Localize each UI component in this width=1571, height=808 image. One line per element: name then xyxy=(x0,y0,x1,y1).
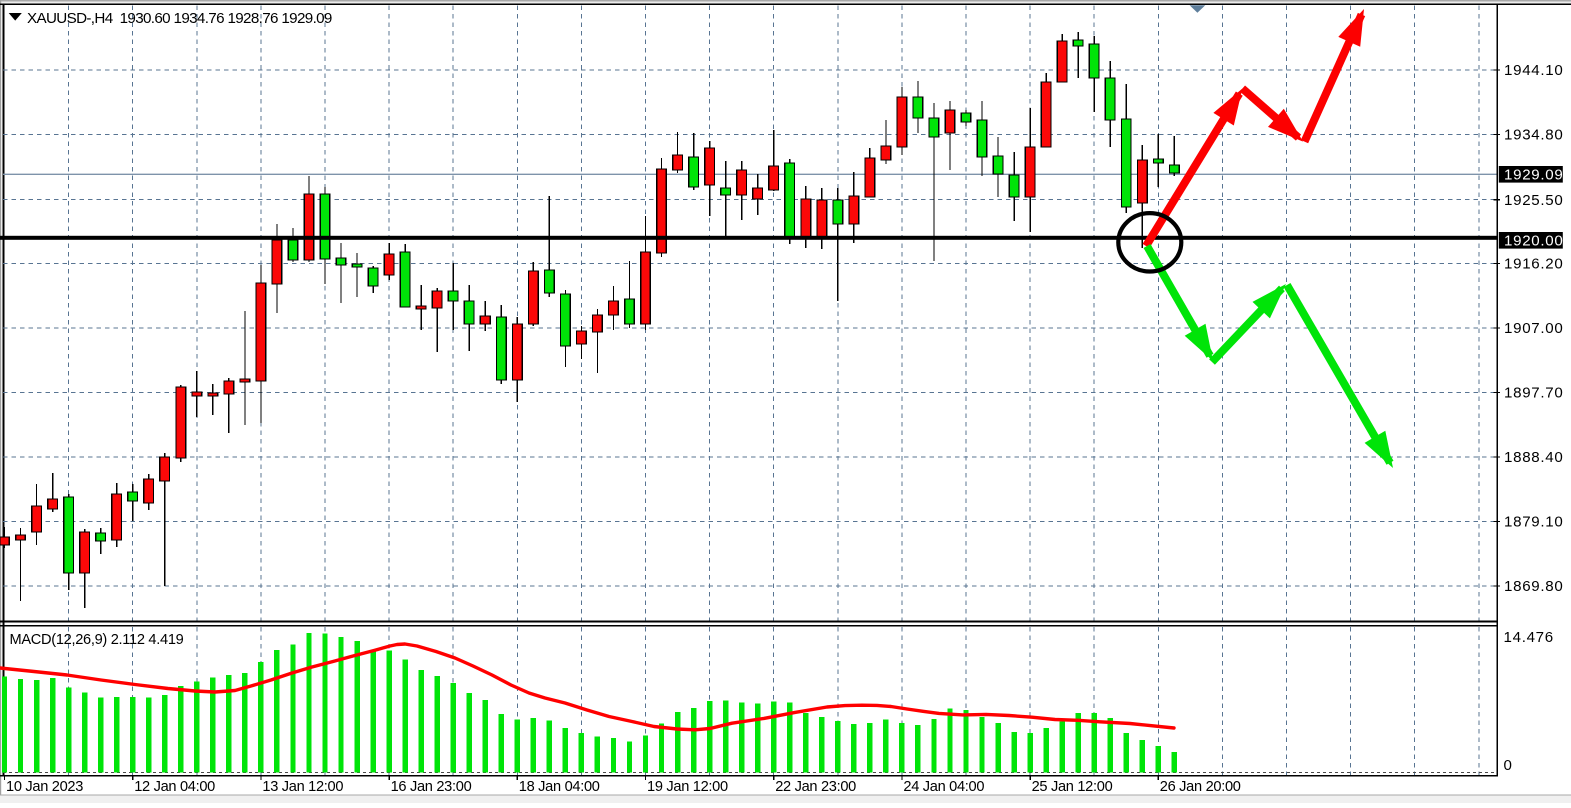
svg-text:1925.50: 1925.50 xyxy=(1504,192,1563,209)
svg-text:MACD(12,26,9) 2.112 4.419: MACD(12,26,9) 2.112 4.419 xyxy=(10,632,184,648)
svg-text:25 Jan 12:00: 25 Jan 12:00 xyxy=(1032,779,1113,795)
svg-text:22 Jan 23:00: 22 Jan 23:00 xyxy=(775,779,856,795)
svg-text:XAUUSD-,H4 1930.60 1934.76 19: XAUUSD-,H4 1930.60 1934.76 1928.76 1929.… xyxy=(27,10,332,27)
svg-text:1934.80: 1934.80 xyxy=(1504,127,1563,144)
svg-text:12 Jan 04:00: 12 Jan 04:00 xyxy=(134,779,215,795)
svg-text:0: 0 xyxy=(1504,757,1513,774)
svg-text:1916.20: 1916.20 xyxy=(1504,256,1563,273)
svg-text:16 Jan 23:00: 16 Jan 23:00 xyxy=(391,779,472,795)
svg-text:1907.00: 1907.00 xyxy=(1504,320,1563,337)
svg-text:1944.10: 1944.10 xyxy=(1504,62,1563,79)
svg-text:19 Jan 12:00: 19 Jan 12:00 xyxy=(647,779,728,795)
svg-text:1888.40: 1888.40 xyxy=(1504,449,1563,466)
svg-text:1869.80: 1869.80 xyxy=(1504,578,1563,595)
svg-text:10 Jan 2023: 10 Jan 2023 xyxy=(6,779,83,795)
svg-text:1920.00: 1920.00 xyxy=(1504,233,1563,250)
svg-text:13 Jan 12:00: 13 Jan 12:00 xyxy=(262,779,343,795)
svg-text:1897.70: 1897.70 xyxy=(1504,385,1563,402)
svg-text:1879.10: 1879.10 xyxy=(1504,514,1563,531)
svg-text:26 Jan 20:00: 26 Jan 20:00 xyxy=(1160,779,1241,795)
svg-text:18 Jan 04:00: 18 Jan 04:00 xyxy=(519,779,600,795)
svg-text:14.476: 14.476 xyxy=(1504,629,1554,646)
svg-text:24 Jan 04:00: 24 Jan 04:00 xyxy=(903,779,984,795)
svg-text:1929.09: 1929.09 xyxy=(1504,167,1563,184)
